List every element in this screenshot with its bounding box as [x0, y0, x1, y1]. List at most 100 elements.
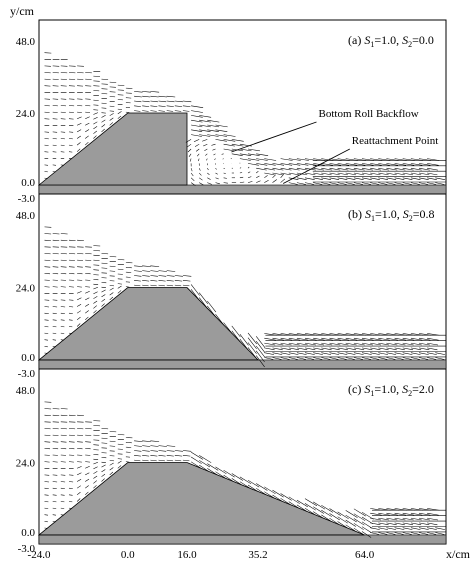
- velocity-vector: [337, 352, 348, 355]
- velocity-vector: [101, 115, 106, 118]
- velocity-vector: [345, 177, 356, 180]
- velocity-vector: [427, 522, 438, 526]
- velocity-vector: [85, 303, 90, 307]
- velocity-vector: [150, 440, 160, 442]
- velocity-vector: [345, 514, 357, 523]
- velocity-vector: [206, 158, 208, 161]
- velocity-vector: [215, 124, 228, 128]
- velocity-vector: [191, 105, 204, 108]
- velocity-vector: [182, 110, 190, 112]
- velocity-vector: [296, 337, 309, 341]
- velocity-vector: [410, 342, 422, 346]
- velocity-vector: [410, 347, 422, 351]
- velocity-vector: [158, 100, 167, 103]
- velocity-vector: [117, 115, 122, 119]
- velocity-vector: [182, 455, 191, 457]
- velocity-vector: [321, 342, 333, 346]
- velocity-vector: [296, 352, 307, 355]
- velocity-vector: [386, 352, 397, 355]
- annotation-leader: [282, 148, 351, 184]
- velocity-vector: [52, 306, 58, 308]
- velocity-vector: [215, 129, 228, 132]
- velocity-vector: [329, 517, 339, 525]
- velocity-vector: [410, 357, 420, 360]
- velocity-vector: [117, 285, 122, 289]
- velocity-vector: [187, 148, 192, 153]
- velocity-vector: [198, 172, 202, 176]
- velocity-vector: [142, 265, 151, 267]
- velocity-vector: [321, 352, 332, 355]
- panel-title: (a) S1=1.0, S2=0.0: [348, 33, 434, 49]
- velocity-vector: [361, 337, 374, 341]
- velocity-vector: [345, 357, 355, 360]
- velocity-vector: [394, 163, 407, 166]
- velocity-vector: [142, 440, 151, 442]
- velocity-vector: [321, 172, 332, 176]
- velocity-vector: [288, 357, 298, 360]
- velocity-vector: [101, 294, 106, 298]
- velocity-vector: [215, 177, 219, 180]
- velocity-vector: [370, 182, 380, 185]
- velocity-vector: [410, 177, 421, 180]
- velocity-vector: [68, 481, 74, 483]
- velocity-vector: [296, 182, 307, 185]
- velocity-vector: [394, 357, 404, 360]
- velocity-vector: [337, 357, 347, 360]
- velocity-vector: [60, 481, 66, 483]
- velocity-vector: [207, 468, 217, 475]
- velocity-vector: [134, 440, 143, 442]
- velocity-vector: [150, 95, 159, 98]
- velocity-vector: [52, 428, 59, 430]
- velocity-vector: [85, 478, 90, 482]
- velocity-vector: [361, 357, 372, 360]
- velocity-vector: [304, 172, 316, 176]
- velocity-vector: [329, 177, 340, 180]
- velocity-vector: [93, 286, 99, 290]
- velocity-vector: [205, 153, 208, 156]
- velocity-vector: [402, 347, 414, 351]
- velocity-vector: [361, 342, 373, 346]
- velocity-vector: [280, 352, 291, 355]
- velocity-vector: [60, 286, 66, 288]
- velocity-vector: [418, 352, 429, 355]
- velocity-vector: [60, 494, 65, 496]
- velocity-vector: [109, 117, 114, 121]
- velocity-vector: [418, 182, 429, 185]
- y-tick-label: -3.0: [18, 368, 36, 380]
- velocity-vector: [93, 291, 98, 295]
- velocity-vector: [166, 284, 174, 287]
- vector-field: [44, 226, 446, 368]
- velocity-vector: [142, 95, 151, 98]
- velocity-vector: [101, 473, 106, 477]
- velocity-vector: [134, 459, 141, 462]
- velocity-vector: [370, 352, 380, 355]
- velocity-vector: [93, 269, 99, 271]
- velocity-vector: [313, 501, 326, 510]
- velocity-vector: [353, 342, 365, 346]
- velocity-vector: [394, 172, 405, 176]
- velocity-vector: [166, 280, 174, 282]
- velocity-vector: [199, 115, 212, 118]
- velocity-vector: [435, 527, 446, 530]
- velocity-vector: [198, 168, 201, 171]
- velocity-vector: [158, 450, 167, 452]
- annotation-label: Bottom Roll Backflow: [319, 108, 419, 120]
- velocity-vector: [44, 253, 51, 255]
- velocity-vector: [296, 357, 307, 360]
- velocity-vector: [215, 314, 225, 326]
- velocity-vector: [386, 527, 397, 530]
- velocity-vector: [280, 357, 290, 360]
- velocity-vector: [158, 105, 166, 107]
- velocity-vector: [402, 517, 414, 521]
- velocity-vector: [142, 100, 150, 103]
- velocity-vector: [280, 173, 285, 178]
- velocity-vector: [247, 181, 253, 183]
- velocity-vector: [134, 91, 143, 93]
- velocity-vector: [280, 337, 293, 341]
- velocity-vector: [370, 532, 380, 535]
- velocity-vector: [435, 352, 446, 355]
- velocity-vector: [207, 305, 217, 318]
- velocity-vector: [321, 167, 333, 171]
- velocity-vector: [427, 182, 437, 185]
- velocity-vector: [76, 148, 81, 152]
